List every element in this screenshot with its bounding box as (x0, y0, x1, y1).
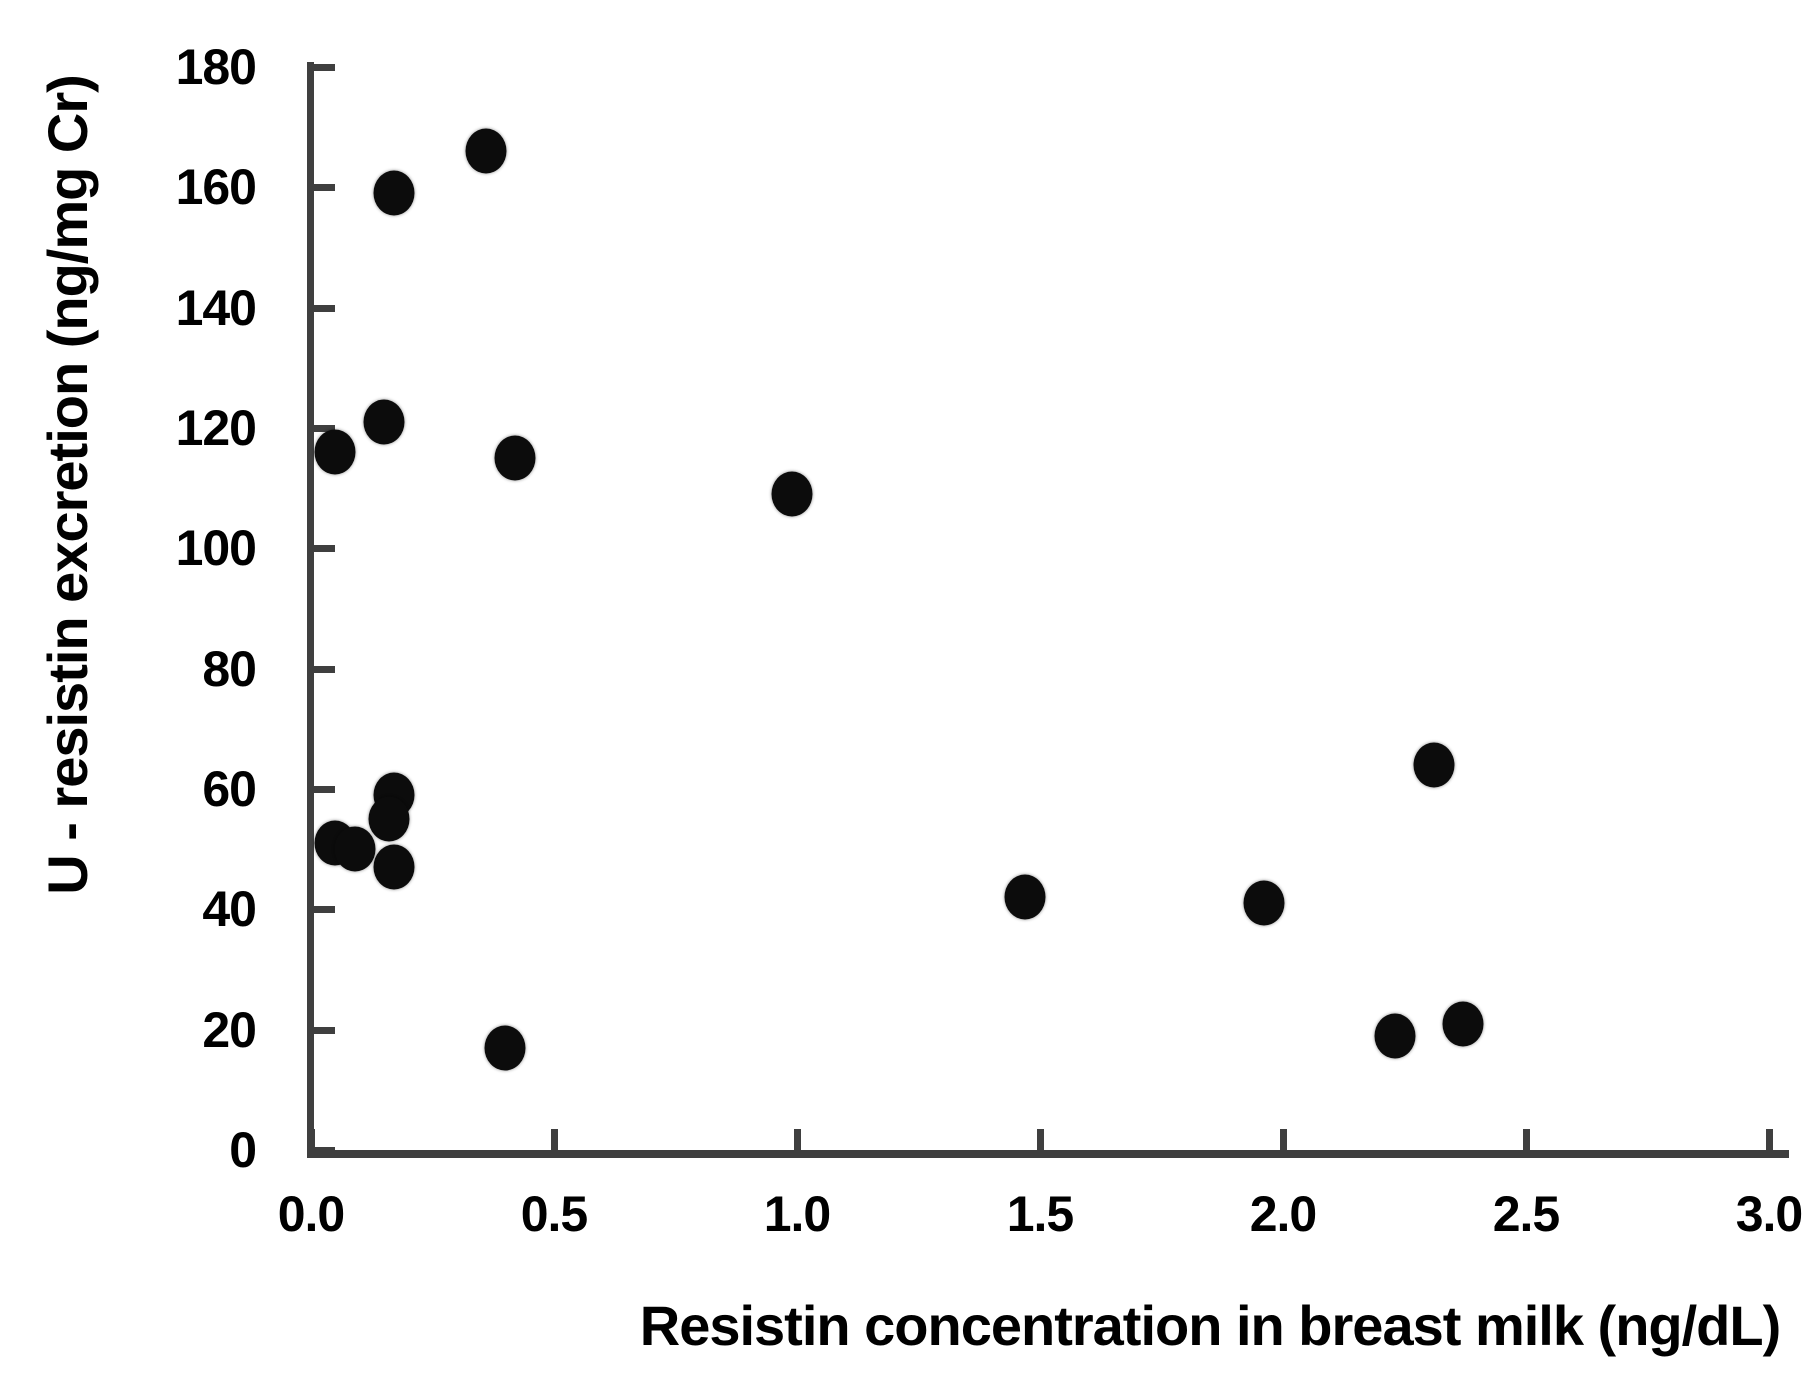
y-tick-mark (314, 1026, 335, 1034)
x-tick-mark (551, 1129, 558, 1150)
y-tick-label: 80 (202, 640, 257, 697)
y-tick-mark (314, 64, 335, 71)
x-tick-mark (308, 1129, 315, 1150)
data-point (494, 435, 536, 481)
x-tick-mark (1037, 1129, 1044, 1150)
data-point (363, 399, 405, 445)
y-tick-mark (314, 786, 335, 793)
x-tick-label: 3.0 (1735, 1186, 1804, 1242)
data-point (314, 429, 356, 475)
y-tick-label: 20 (202, 1001, 257, 1058)
y-tick-label: 180 (175, 39, 257, 95)
y-tick-mark (314, 1147, 335, 1154)
x-tick-label: 2.5 (1492, 1186, 1561, 1242)
data-point (484, 1025, 526, 1071)
data-point (1004, 874, 1046, 920)
x-tick-label: 0.5 (520, 1186, 589, 1242)
data-point (1243, 880, 1285, 926)
y-tick-label: 40 (202, 881, 257, 938)
x-tick-mark (1280, 1129, 1287, 1150)
y-tick-label: 100 (175, 520, 257, 577)
x-tick-mark (1766, 1129, 1773, 1150)
y-tick-mark (314, 665, 335, 673)
y-tick-mark (314, 906, 335, 914)
y-tick-label: 160 (175, 159, 257, 216)
x-tick-label: 1.5 (1006, 1186, 1075, 1242)
data-point (1413, 742, 1455, 788)
y-tick-mark (314, 545, 335, 553)
y-axis-line (307, 62, 314, 1158)
data-point (334, 826, 376, 872)
data-point (373, 844, 415, 890)
y-tick-mark (314, 184, 335, 192)
x-tick-mark (1523, 1129, 1530, 1150)
y-tick-mark (314, 425, 335, 432)
data-point (373, 170, 415, 216)
y-tick-label: 140 (175, 279, 257, 336)
x-axis-line (307, 1150, 1789, 1158)
data-point (368, 796, 410, 842)
x-tick-label: 1.0 (763, 1186, 832, 1242)
y-tick-label: 60 (202, 761, 257, 817)
data-point (465, 128, 507, 174)
data-point (1374, 1013, 1416, 1059)
data-point (1442, 1001, 1484, 1047)
x-axis-title: Resistin concentration in breast milk (n… (639, 1294, 1782, 1357)
y-tick-mark (314, 304, 335, 312)
x-tick-mark (794, 1129, 801, 1150)
y-tick-label: 120 (175, 400, 257, 456)
x-tick-label: 2.0 (1249, 1186, 1318, 1242)
data-point (771, 471, 813, 517)
x-tick-label: 0.0 (277, 1186, 346, 1242)
y-tick-label: 0 (229, 1122, 257, 1178)
